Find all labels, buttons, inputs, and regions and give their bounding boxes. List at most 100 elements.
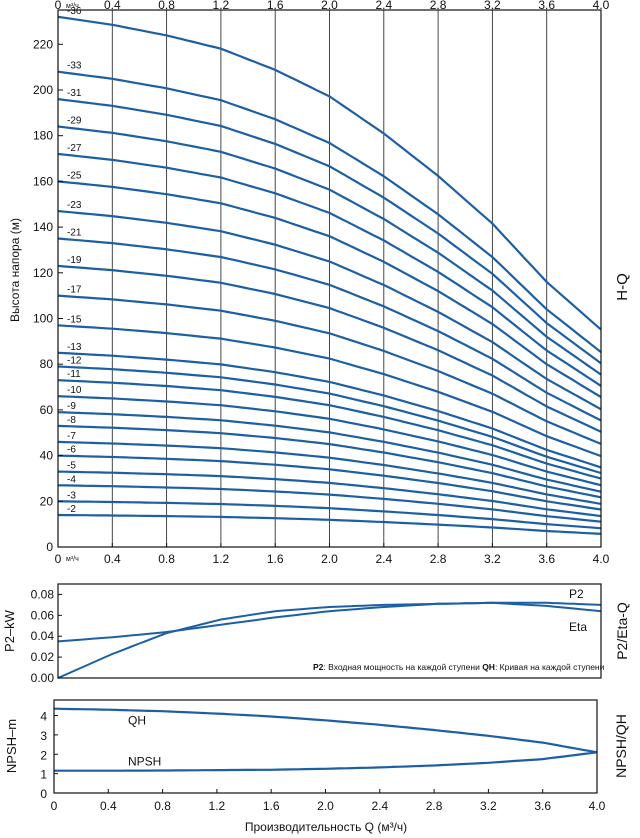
hq-curve-label: -19 <box>67 255 82 266</box>
eta-series-label: Eta <box>569 620 587 634</box>
hq-y-tick-label: 40 <box>40 449 54 463</box>
npsh-x-tick-label: 0.4 <box>100 799 117 813</box>
hq-curve-label: -25 <box>67 170 82 181</box>
hq-x-top-tick-label: 3.6 <box>538 0 555 12</box>
hq-curve-label: -17 <box>67 285 82 296</box>
qh-curve <box>53 707 598 754</box>
npsh-axis-ticks: 0 1 2 3 4 0 0.4 0.8 1.2 1.6 2.0 2.4 2.8 3.2 3.6 4.0 <box>40 710 605 814</box>
hq-y-tick-label: 180 <box>33 129 53 143</box>
hq-curve-label: -31 <box>67 88 82 99</box>
npsh-x-tick-label: 1.6 <box>263 799 280 813</box>
p2-eta-plot-frame <box>57 583 602 679</box>
hq-y-tick-label: 100 <box>33 311 53 325</box>
hq-curve <box>57 294 602 445</box>
eta-curve <box>57 601 602 679</box>
hq-x-bottom-tick-label: 0.8 <box>158 552 175 566</box>
p2-y-tick-label: 0.06 <box>31 608 55 622</box>
hq-curve-label: -6 <box>67 445 76 456</box>
hq-x-bottom-tick-label: 2.0 <box>321 552 338 566</box>
hq-y-tick-label: 120 <box>33 266 53 280</box>
hq-curve <box>57 324 602 458</box>
note-qh-text: : Кривая на каждой ступени <box>495 662 605 672</box>
hq-curve <box>57 513 602 535</box>
hq-x-bottom-tick-label: 0 <box>55 552 62 566</box>
hq-curve-label: -21 <box>67 228 82 239</box>
hq-y-tick-label: 0 <box>46 540 53 554</box>
hq-curve-label: -29 <box>67 116 82 127</box>
hq-curve <box>57 237 602 422</box>
npsh-x-tick-label: 2.0 <box>317 799 334 813</box>
hq-curves <box>57 15 602 535</box>
hq-x-top-tick-label: 1.2 <box>213 0 230 12</box>
hq-curve-label: -23 <box>67 200 82 211</box>
hq-axis-ticks: 0.4 0.4 0.8 0.8 1.2 1.2 1.6 1.6 2.0 2.0 2.4 2.4 2.8 2… <box>33 0 610 566</box>
hq-x-bottom-tick-label: 1.2 <box>213 552 230 566</box>
npsh-x-tick-label: 3.6 <box>534 799 551 813</box>
hq-curve <box>57 470 602 518</box>
hq-curve-label: -36 <box>67 6 82 17</box>
npsh-y-tick-label: 0 <box>40 787 47 801</box>
hq-x-unit-label: м³/ч <box>66 3 79 10</box>
hq-curve <box>57 365 602 475</box>
hq-curve-label: -10 <box>67 385 82 396</box>
hq-y-tick-label: 60 <box>40 403 54 417</box>
p2-curve <box>57 601 602 643</box>
p2-eta-axis-ticks: 0.00 0.02 0.04 0.06 0.08 <box>31 587 62 685</box>
npsh-series-label: NPSH <box>128 755 161 769</box>
hq-curve <box>57 424 602 499</box>
hq-curve <box>57 210 602 411</box>
hq-curve-label: -13 <box>67 342 82 353</box>
npsh-y-tick-label: 4 <box>40 710 47 724</box>
hq-curve <box>57 264 602 433</box>
p2-eta-curves: P2 Eta <box>57 587 602 679</box>
hq-curve-label: -33 <box>67 61 82 72</box>
npsh-x-tick-label: 2.4 <box>371 799 388 813</box>
hq-curve <box>57 484 602 523</box>
hq-panel: -2 -3 -4 -5 -6 -7 -8 -9 -10 -11 -12 -13 -15 -17 -19 -21… <box>8 0 631 566</box>
p2-y-tick-label: 0.00 <box>31 671 55 685</box>
npsh-y-tick-label: 1 <box>40 768 47 782</box>
hq-y-tick-label: 140 <box>33 220 53 234</box>
hq-side-label: H-Q <box>614 273 631 301</box>
npsh-x-tick-label: 4.0 <box>589 799 606 813</box>
npsh-x-tick-label: 1.2 <box>209 799 226 813</box>
hq-curve <box>57 152 602 387</box>
x-axis-label: Производительность Q (м³/ч) <box>245 820 407 834</box>
hq-x-top-tick-label: 3.2 <box>484 0 501 12</box>
hq-curve-label: -7 <box>67 431 76 442</box>
hq-x-top-tick-label: 4.0 <box>593 0 610 12</box>
hq-curve-label: -27 <box>67 143 82 154</box>
p2-eta-side-label: P2/Eta-Q <box>614 602 630 660</box>
hq-curve-label: -5 <box>67 461 76 472</box>
p2-eta-panel: P2 Eta 0.00 0.02 0.04 0.06 0.08 P2–kW P2/Eta-… <box>2 583 630 685</box>
hq-curve-label: -3 <box>67 490 76 501</box>
hq-x-bottom-tick-label: 0.4 <box>104 552 121 566</box>
hq-curve-label: -12 <box>67 355 82 366</box>
p2-y-axis-label: P2–kW <box>2 609 17 652</box>
hq-x-bottom-tick-label: 4.0 <box>593 552 610 566</box>
hq-curve <box>57 440 602 505</box>
npsh-curve <box>54 751 598 772</box>
hq-curve-label: -15 <box>67 314 82 325</box>
npsh-y-tick-label: 2 <box>40 748 47 762</box>
hq-x-bottom-tick-label: 3.2 <box>484 552 501 566</box>
p2-eta-note: P2: Входная мощность на каждой ступени Q… <box>313 662 605 672</box>
hq-curve-label: -9 <box>67 401 76 412</box>
p2-y-tick-label: 0.04 <box>31 629 55 643</box>
hq-curve-label: -8 <box>67 415 76 426</box>
p2-y-tick-label: 0.08 <box>31 587 55 601</box>
npsh-panel: QH NPSH 0 1 2 3 4 0 0.4 0.8 1.2 1.6 2.0 2.4 2.8 3.2 3.6… <box>4 699 629 834</box>
hq-x-bottom-tick-label: 2.8 <box>430 552 447 566</box>
npsh-side-label: NPSH/QH <box>613 714 629 778</box>
hq-curve <box>57 395 602 487</box>
p2-series-label: P2 <box>569 587 584 601</box>
hq-y-tick-label: 220 <box>33 37 53 51</box>
hq-curve-label: -2 <box>67 504 76 515</box>
hq-y-tick-label: 160 <box>33 174 53 188</box>
hq-y-axis-label: Высота напора (м) <box>8 218 22 322</box>
hq-y-tick-label: 80 <box>40 357 54 371</box>
npsh-x-tick-label: 0.8 <box>154 799 171 813</box>
hq-x-top-tick-label: 2.0 <box>321 0 338 12</box>
hq-curve <box>57 500 602 530</box>
